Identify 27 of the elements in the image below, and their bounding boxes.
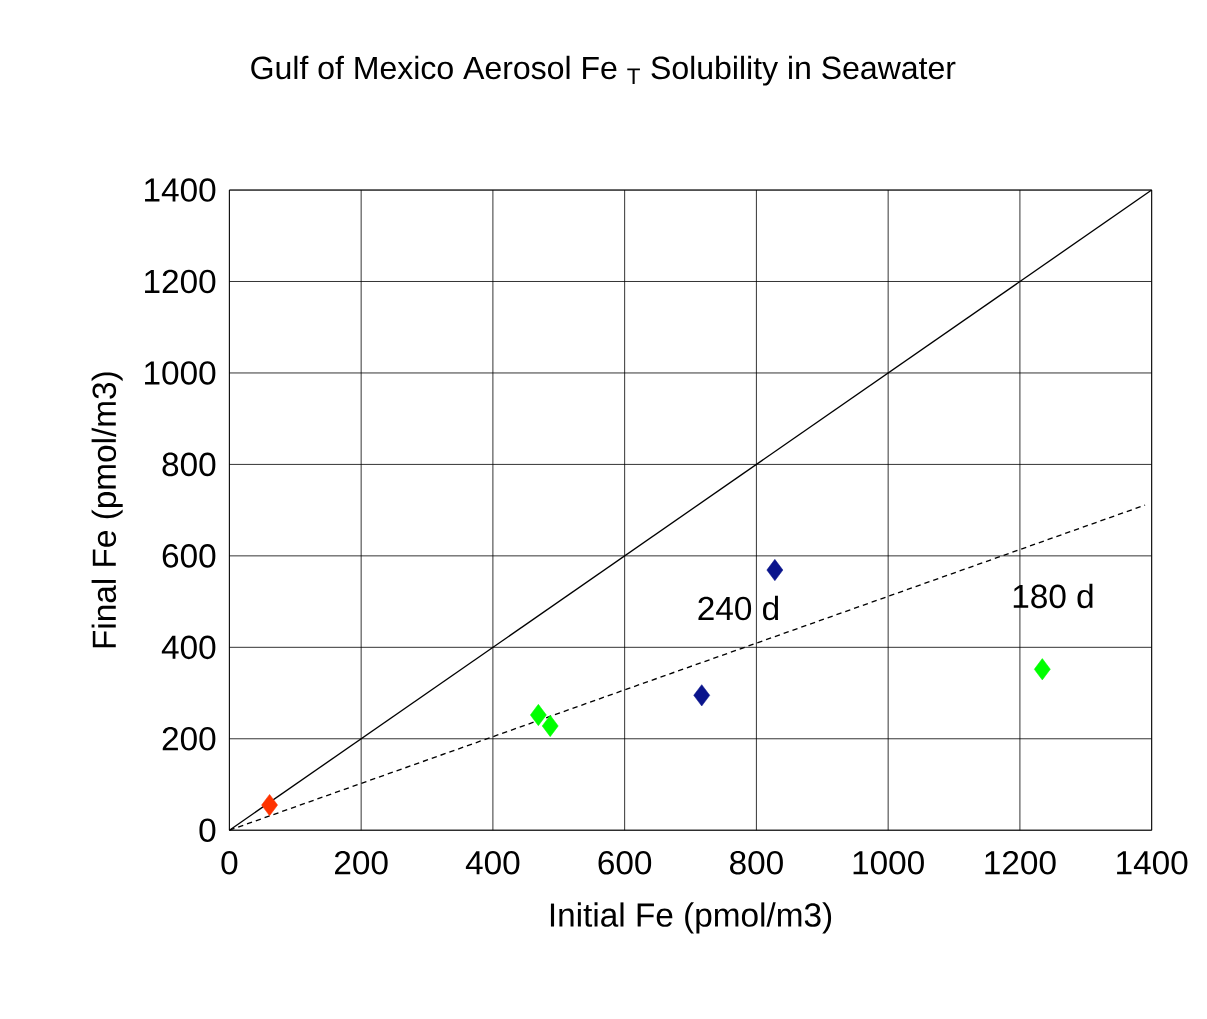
annotation: 180 d [1013, 583, 1093, 609]
point [541, 715, 559, 737]
point [261, 794, 278, 817]
x-tick-label: 1400 [1117, 850, 1188, 875]
point [693, 684, 710, 707]
annotation: 240 d [698, 595, 779, 621]
y-tick-label: 200 [162, 727, 216, 751]
y-tick-label: 400 [161, 635, 216, 660]
x-tick-label: 1200 [985, 850, 1056, 875]
y-tick-label: 800 [162, 452, 216, 477]
point [530, 704, 547, 726]
point [766, 559, 784, 582]
y-axis-title: Final Fe (pmol/m3) [91, 372, 123, 648]
x-tick-label: 200 [335, 850, 388, 875]
y-tick-label: 600 [162, 544, 216, 568]
y-tick-label: 1400 [145, 178, 216, 202]
y-tick-label: 0 [199, 818, 216, 843]
chart-title: Gulf of Mexico Aerosol Fe $_{T}$ Solubility in Seawater [251, 55, 956, 86]
x-tick-label: 400 [465, 850, 520, 875]
y-tick-label: 1000 [145, 361, 216, 385]
x-axis-title: Initial Fe (pmol/m3) [550, 902, 832, 934]
x-tick-label: 0 [221, 850, 238, 875]
x-tick-label: 1000 [853, 850, 924, 875]
point [1034, 658, 1051, 681]
x-tick-label: 600 [598, 850, 652, 875]
y-tick-label: 1200 [145, 269, 216, 294]
x-tick-label: 800 [730, 850, 783, 875]
